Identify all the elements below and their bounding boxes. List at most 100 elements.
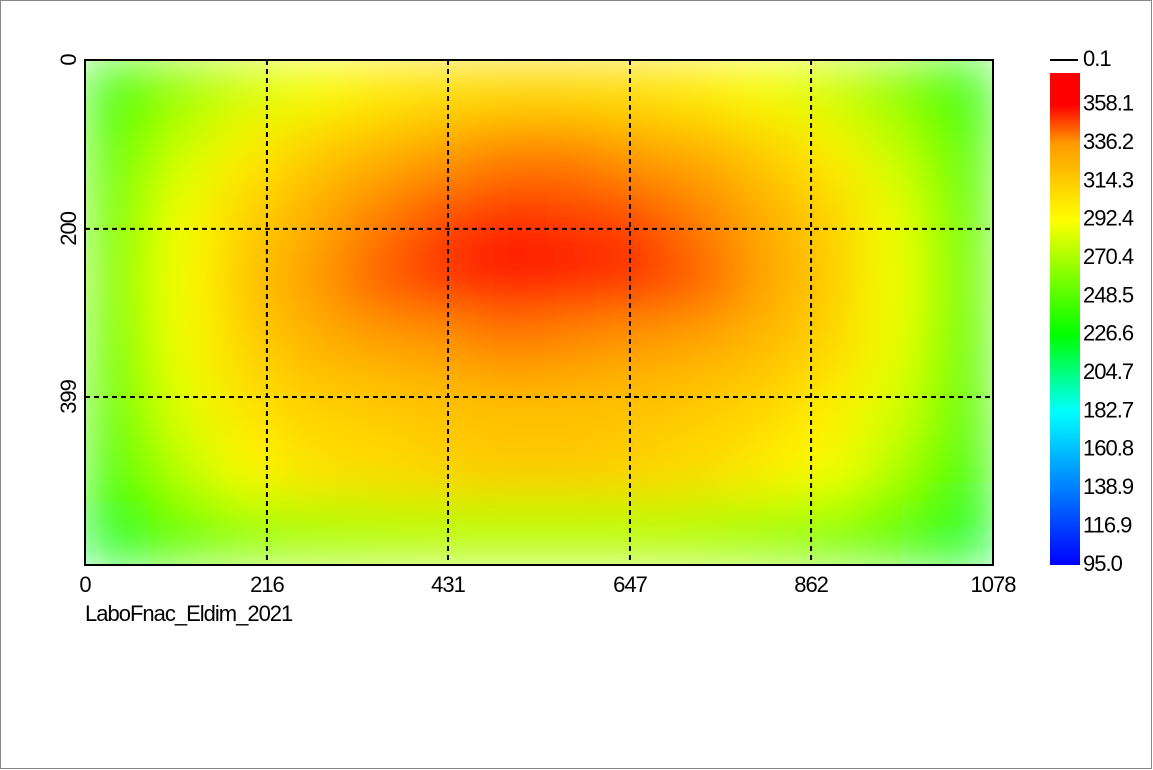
heat-cell [927,185,993,250]
heat-cell [343,122,410,187]
colorbar-tick-label: 138.9 [1083,474,1134,499]
heat-cell [733,501,799,565]
heat-cell [279,438,345,503]
heat-cell [603,122,670,187]
heat-cell [668,312,735,377]
heat-cell [862,501,929,565]
heat-cell [862,60,929,124]
x-tick-label: 647 [613,572,647,597]
heat-cell [279,60,345,124]
heat-cell [279,185,345,250]
heat-cell [149,501,216,565]
x-tick-label: 1078 [971,572,1017,597]
heat-cell [733,375,799,440]
heat-cell [149,312,216,377]
footnote: LaboFnac_Eldim_2021 [85,601,293,626]
heat-cell [538,248,605,313]
colorbar-tick-label: 248.5 [1083,282,1134,307]
heat-cell [149,438,216,503]
heat-cell [603,185,670,250]
colorbar-tick-label: 270.4 [1083,244,1134,269]
heat-cell [85,60,151,124]
heat-cell [473,375,540,440]
heat-cell [149,248,216,313]
heat-cell [214,248,281,313]
heat-cell [343,375,410,440]
heat-cell [214,375,281,440]
heat-cell [343,60,410,124]
heat-cell [408,501,475,565]
heat-cell [668,248,735,313]
plot-frame [84,59,994,566]
heat-cell [797,375,864,440]
heat-cell [668,60,735,124]
heat-cell [927,438,993,503]
heat-cell [343,248,410,313]
heatmap [85,60,993,565]
heat-cell [214,312,281,377]
heat-cell [85,438,151,503]
x-tick-label: 216 [250,572,284,597]
heat-cell [668,185,735,250]
heat-cell [538,501,605,565]
heat-cell [603,312,670,377]
heat-cell [85,185,151,250]
heat-cell [862,312,929,377]
heat-cell [538,312,605,377]
colorbar-tick-label: 292.4 [1083,206,1134,231]
x-tick-label: 431 [431,572,465,597]
heat-cell [668,438,735,503]
heat-cell [603,501,670,565]
heat-cell [85,501,151,565]
heat-cell [927,248,993,313]
heat-cell [538,122,605,187]
heat-cell [149,60,216,124]
heat-cell [85,122,151,187]
heat-cell [603,375,670,440]
heat-cell [408,248,475,313]
heat-cell [797,438,864,503]
colorbar [1050,73,1080,565]
heat-cell [797,248,864,313]
heat-cell [473,438,540,503]
heat-cell [733,122,799,187]
heat-cell [408,438,475,503]
heat-cell [214,60,281,124]
colorbar-tick-label: 204.7 [1083,359,1134,384]
heat-cell [149,122,216,187]
heat-cell [408,122,475,187]
heat-cell [473,501,540,565]
heat-cell [862,185,929,250]
heat-cell [797,501,864,565]
heat-cell [797,122,864,187]
heat-cell [603,248,670,313]
colorbar-tick-label: 160.8 [1083,436,1134,461]
heat-cell [862,438,929,503]
heat-cell [668,501,735,565]
heat-cell [927,501,993,565]
y-tick-label: 399 [56,379,81,413]
heat-cell [797,60,864,124]
heat-cell [538,438,605,503]
heat-cell [927,60,993,124]
x-tick-label: 0 [79,572,91,597]
y-tick-label: 200 [56,211,81,245]
heat-cell [85,312,151,377]
heat-cell [279,312,345,377]
heat-cell [538,185,605,250]
heat-cell [473,122,540,187]
colorbar-tick-label: 95.0 [1083,551,1123,576]
heat-cell [343,185,410,250]
heat-cell [473,60,540,124]
heat-cell [733,438,799,503]
colorbar-tick-label: 314.3 [1083,167,1134,192]
heat-cell [603,60,670,124]
colorbar-tick-label: 358.1 [1083,91,1134,116]
heat-cell [927,122,993,187]
heat-cell [473,312,540,377]
colorbar-tick-label: 336.2 [1083,129,1134,154]
heat-cell [279,375,345,440]
heat-cell [214,438,281,503]
